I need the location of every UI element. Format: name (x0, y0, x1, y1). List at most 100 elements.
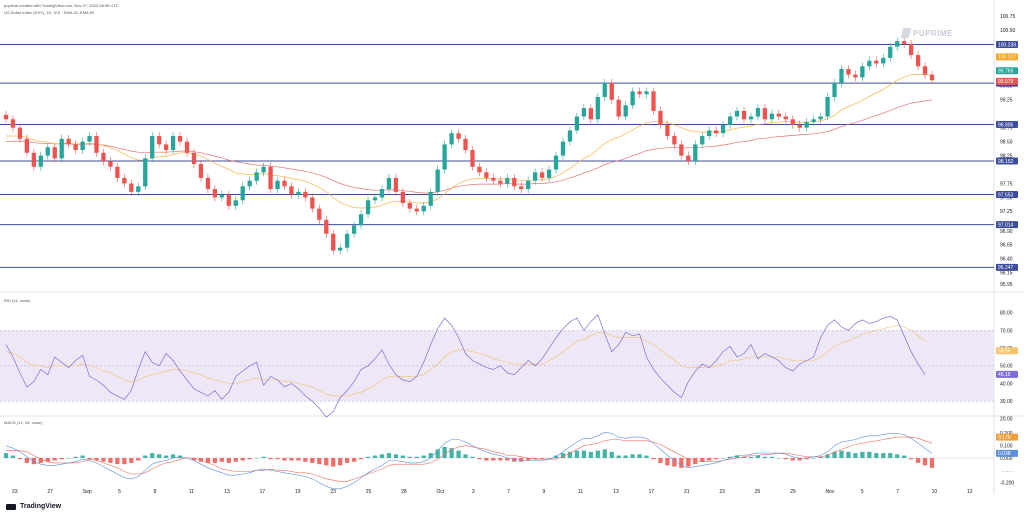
macd-histogram-bar (219, 458, 224, 462)
candle-body (644, 91, 649, 95)
candle-body (477, 166, 482, 173)
macd-histogram-bar (3, 453, 9, 458)
candle-body (191, 152, 197, 164)
candle-body (150, 136, 155, 159)
candle-body (184, 141, 190, 153)
macd-histogram-bar (212, 458, 218, 463)
macd-tick-label: 0.000 (1000, 456, 1013, 462)
macd-histogram-bar (860, 451, 865, 458)
tradingview-footer[interactable]: TradingView (6, 503, 61, 510)
candle-body (783, 116, 788, 120)
macd-histogram-bar (693, 458, 698, 465)
macd-histogram-bar (296, 458, 301, 461)
price-tick-label: 96.65 (1000, 243, 1013, 249)
macd-histogram-bar (491, 458, 496, 461)
candle-body (895, 41, 900, 47)
candle-body (707, 130, 712, 137)
macd-histogram-bar (345, 458, 350, 463)
candle-body (602, 83, 607, 97)
macd-histogram-bar (762, 456, 768, 458)
candle-body (546, 169, 552, 178)
brand-name: PUPRIME (913, 28, 953, 38)
macd-histogram-bar (226, 458, 231, 463)
level-badge-bg (996, 121, 1018, 129)
price-tick-label: 95.95 (1000, 282, 1013, 288)
macd-histogram-bar (929, 458, 935, 468)
candle-body (282, 180, 287, 187)
x-tick-label: 7 (896, 489, 899, 495)
candle-body (797, 124, 802, 128)
macd-histogram-bar (331, 458, 336, 467)
macd-histogram-bar (456, 450, 461, 458)
candle-body (762, 108, 768, 120)
x-tick-label: 23 (330, 489, 336, 495)
candle-body (693, 144, 698, 162)
macd-histogram-bar (233, 458, 238, 462)
macd-histogram-bar (80, 455, 85, 458)
ema-label: EMA 20, EMA 50 (63, 10, 95, 15)
macd-tick-label: -0.200 (1000, 480, 1014, 486)
candle-body (902, 41, 907, 44)
candle-body (66, 138, 71, 145)
x-tick-label: 25 (366, 489, 372, 495)
macd-histogram-bar (261, 456, 266, 458)
macd-histogram-bar (393, 454, 399, 458)
x-tick-label: 21 (684, 489, 690, 495)
candle-body (519, 186, 524, 190)
x-tick-label: 9 (543, 489, 546, 495)
macd-histogram-bar (623, 455, 628, 458)
candle-body (449, 133, 454, 145)
candle-body (769, 113, 775, 120)
macd-histogram-bar (414, 456, 419, 458)
candle-body (87, 136, 92, 142)
candle-body (867, 60, 872, 67)
candle-body (80, 141, 85, 150)
macd-histogram-bar (700, 458, 705, 462)
macd-histogram-bar (310, 458, 315, 463)
candle-body (595, 96, 600, 120)
macd-histogram-bar (358, 458, 364, 460)
x-tick-label: 29 (790, 489, 796, 495)
candle-body (553, 155, 559, 170)
macd-histogram-bar (338, 458, 343, 466)
macd-histogram-bar (755, 455, 761, 458)
macd-histogram-bar (832, 451, 837, 458)
candle-body (136, 186, 141, 192)
x-tick-label: Sep (83, 489, 92, 495)
candle-body (170, 136, 176, 150)
x-tick-label: 12 (967, 489, 973, 495)
macd-histogram-bar (595, 450, 600, 458)
macd-histogram-bar (428, 453, 433, 458)
symbol-line: US Dollar Index (DXY), 1D, ICE · EMA 20,… (4, 10, 95, 15)
candle-body (143, 158, 148, 187)
rsi-tick-label: 20.00 (1000, 417, 1013, 423)
price-tick-label: 99.25 (1000, 98, 1013, 104)
macd-histogram-bar (665, 458, 670, 466)
candle-body (700, 136, 705, 145)
macd-histogram-bar (776, 458, 781, 459)
macd-histogram-bar (45, 458, 50, 462)
macd-badge: 0.170 (998, 435, 1011, 441)
macd-histogram-bar (470, 456, 475, 458)
publish-line: pupiime created with TradingView.com, No… (4, 3, 119, 8)
macd-histogram-bar (317, 458, 322, 465)
candle-body (574, 116, 580, 131)
candle-body (212, 189, 218, 198)
candle-body (247, 180, 252, 187)
price-tick-label: 97.50 (1000, 195, 1013, 201)
macd-histogram-bar (421, 455, 426, 458)
x-tick-label: 11 (578, 489, 583, 495)
candle-body (630, 91, 635, 106)
x-tick-label: 23 (12, 489, 18, 495)
macd-histogram-bar (463, 454, 468, 458)
macd-badge-bg (996, 433, 1018, 441)
macd-histogram-bar (818, 456, 823, 458)
macd-histogram-bar (686, 458, 691, 467)
macd-histogram-bar (679, 458, 684, 468)
macd-histogram-bar (546, 458, 552, 459)
candle-body (3, 114, 9, 120)
candle-body (686, 155, 691, 162)
macd-badge: -0.083 (998, 466, 1012, 472)
price-badge: 99.769 (998, 69, 1014, 75)
